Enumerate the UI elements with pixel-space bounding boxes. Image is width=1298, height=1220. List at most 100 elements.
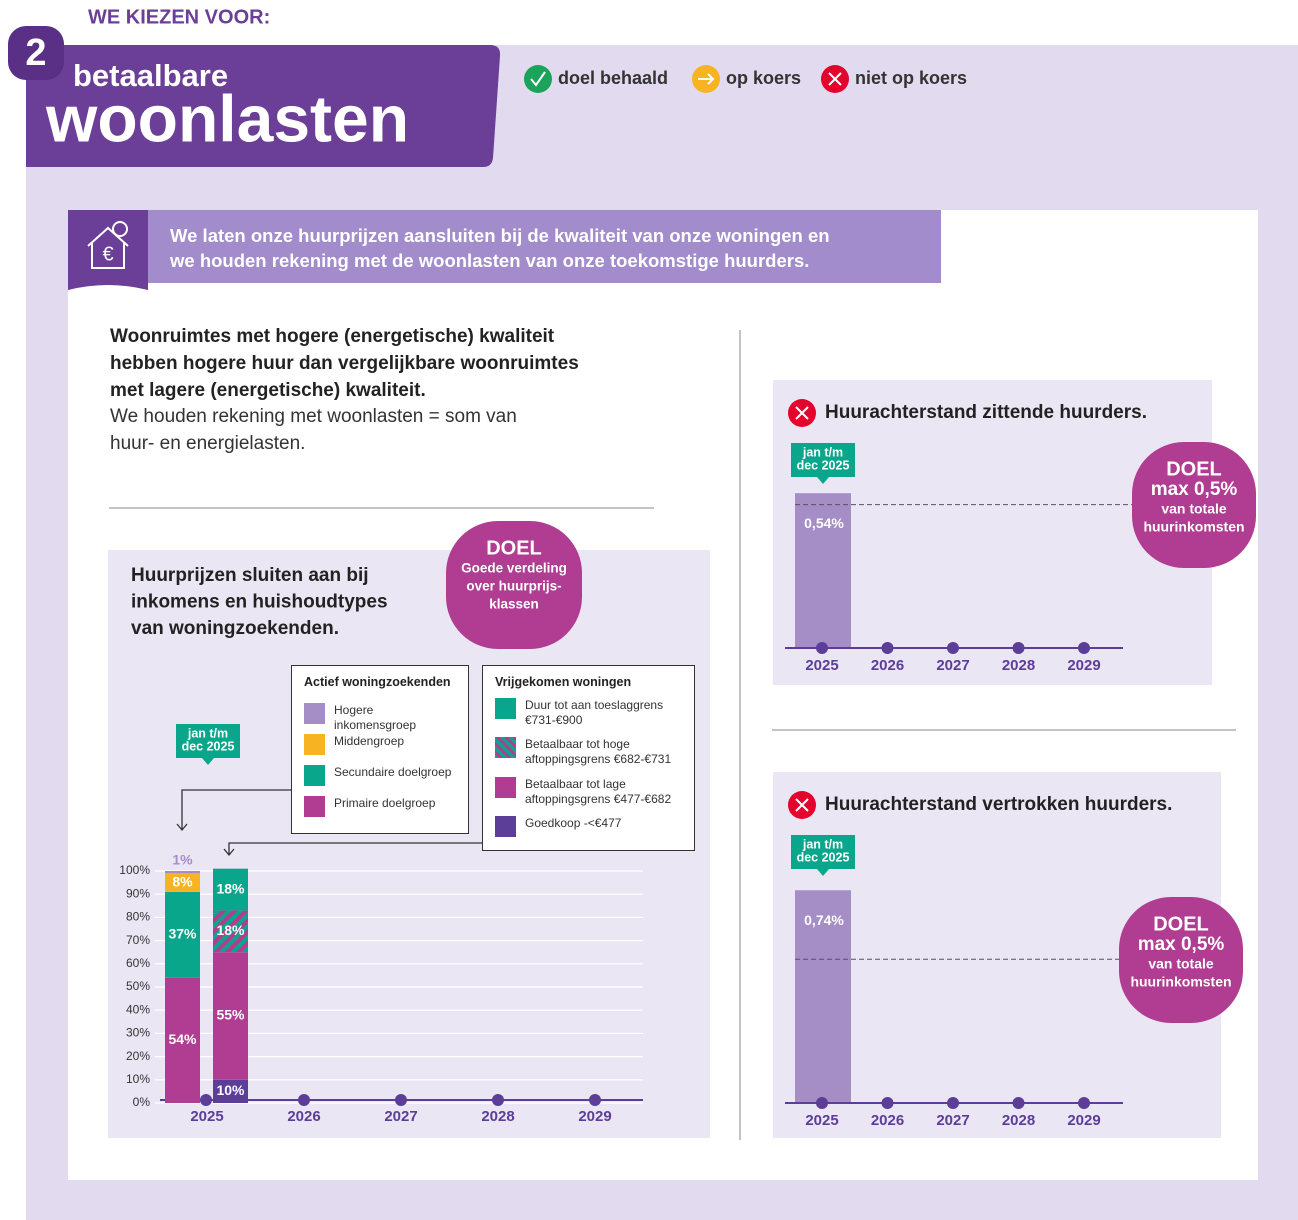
bar-segment [213,910,248,953]
value-label: 10% [216,1082,245,1098]
bar-segment [165,891,200,978]
icon-arrow [698,73,715,85]
banner [148,210,941,283]
x-tick-label: 2025 [805,1112,838,1129]
value-label: 55% [216,1007,245,1023]
icon-check [530,71,546,87]
bar-segment [165,871,200,874]
value-label: 1% [172,852,193,868]
house-icon [87,226,129,269]
subtitle: betaalbare [73,58,228,93]
legend-swatch [495,777,516,798]
legend-item: Primaire doelgroep [304,796,454,817]
period-pointer [817,477,829,484]
legend-label: Betaalbaar tot lage aftoppingsgrens €477… [525,777,672,806]
intro-text: We houden rekening met woonlasten = som … [110,406,517,427]
period-pointer [817,869,829,876]
legend-swatch [304,734,325,755]
y-tick-label: 60% [126,956,150,970]
axis-dot [816,1097,828,1109]
legend-item: Hogere inkomensgroep [304,703,454,733]
legend-swatch [495,698,516,719]
x-tick-label: 2026 [287,1108,320,1125]
x-tick-label: 2025 [190,1108,223,1125]
bar-segment [165,873,200,892]
goal-label: max 0,5% [1151,479,1238,500]
status-label: doel behaald [558,68,668,88]
axis-dot [1012,1097,1025,1109]
chart-title: van woningzoekenden. [131,618,339,639]
header-shape [26,45,501,167]
banner-text: we houden rekening met de woonlasten van… [169,250,809,271]
legend-label: Middengroep [334,734,405,748]
period-label: dec 2025 [182,739,235,753]
bar-segment [213,1079,248,1103]
connector [176,789,291,832]
legend-item: Betaalbaar tot lage aftoppingsgrens €477… [495,777,680,807]
goal-heading: DOEL [1153,913,1209,935]
goal-text: Goede verdeling [461,561,567,576]
intro-bold: met lagere (energetische) kwaliteit. [110,380,426,401]
icon-achieved [524,65,552,93]
chart-title: Huurachterstand zittende huurders. [825,402,1147,423]
axis-dot [881,1097,894,1109]
goal-heading: DOEL [486,537,542,559]
period-badge [176,724,240,758]
axis-dot [1078,1097,1090,1109]
legend-label: Betaalbaar tot hoge aftoppingsgrens €682… [525,737,672,766]
icon-x [828,72,842,86]
axis-dot [816,642,828,654]
banner-icon-box [68,210,148,290]
legend-item: Duur tot aan toeslaggrens €731-€900 [495,698,680,728]
value-label: 0,74% [804,912,844,928]
x-tick-label: 2028 [481,1108,514,1125]
x-tick-label: 2026 [871,1112,904,1129]
kicker: WE KIEZEN VOOR: [88,6,270,28]
period-label: dec 2025 [797,850,850,864]
axis-dot [1078,642,1090,654]
axis-dot [492,1094,504,1106]
y-tick-label: 100% [119,863,150,877]
house-check [112,221,128,237]
goal-label: max 0,5% [1138,934,1225,955]
goal-blob [1119,897,1243,1023]
value-label: 18% [216,880,245,896]
status-x [795,798,809,812]
axis-dot [947,1097,959,1109]
legend-item: Betaalbaar tot hoge aftoppingsgrens €682… [495,737,680,767]
goal-text: van totale [1161,501,1227,517]
bar [795,493,851,648]
legend-item: Goedkoop -<€477 [495,816,680,837]
legend-swatch [495,816,516,837]
status-label: niet op koers [855,68,967,88]
chart-title: Huurachterstand vertrokken huurders. [825,794,1172,815]
bar-segment [213,868,248,911]
x-tick-label: 2028 [1002,1112,1035,1129]
legend-heading: Vrijgekomen woningen [495,675,632,689]
axis-dot [589,1094,601,1106]
x-tick-label: 2025 [805,657,838,674]
status-label: op koers [726,68,801,88]
intro-bold: hebben hogere huur dan vergelijkbare woo… [110,353,579,374]
legend-label: Duur tot aan toeslaggrens €731-€900 [525,698,664,727]
goal-heading: DOEL [1166,458,1222,480]
y-tick-label: 70% [126,933,150,947]
y-tick-label: 90% [126,886,150,900]
x-tick-label: 2029 [578,1108,611,1125]
x-tick-label: 2027 [384,1108,417,1125]
period-badge [791,835,855,869]
legend-label: Goedkoop -<€477 [525,816,622,830]
status-x [795,406,809,420]
value-label: 0,54% [804,515,844,531]
chart-title: Huurprijzen sluiten aan bij [131,565,369,586]
value-label: 18% [216,922,245,938]
goal-text: van totale [1148,956,1214,972]
y-tick-label: 30% [126,1026,150,1040]
section-number: 2 [25,32,46,74]
legend-swatch [304,765,325,786]
legend-swatch [495,737,516,758]
bar [795,890,851,1103]
x-tick-label: 2026 [871,657,904,674]
